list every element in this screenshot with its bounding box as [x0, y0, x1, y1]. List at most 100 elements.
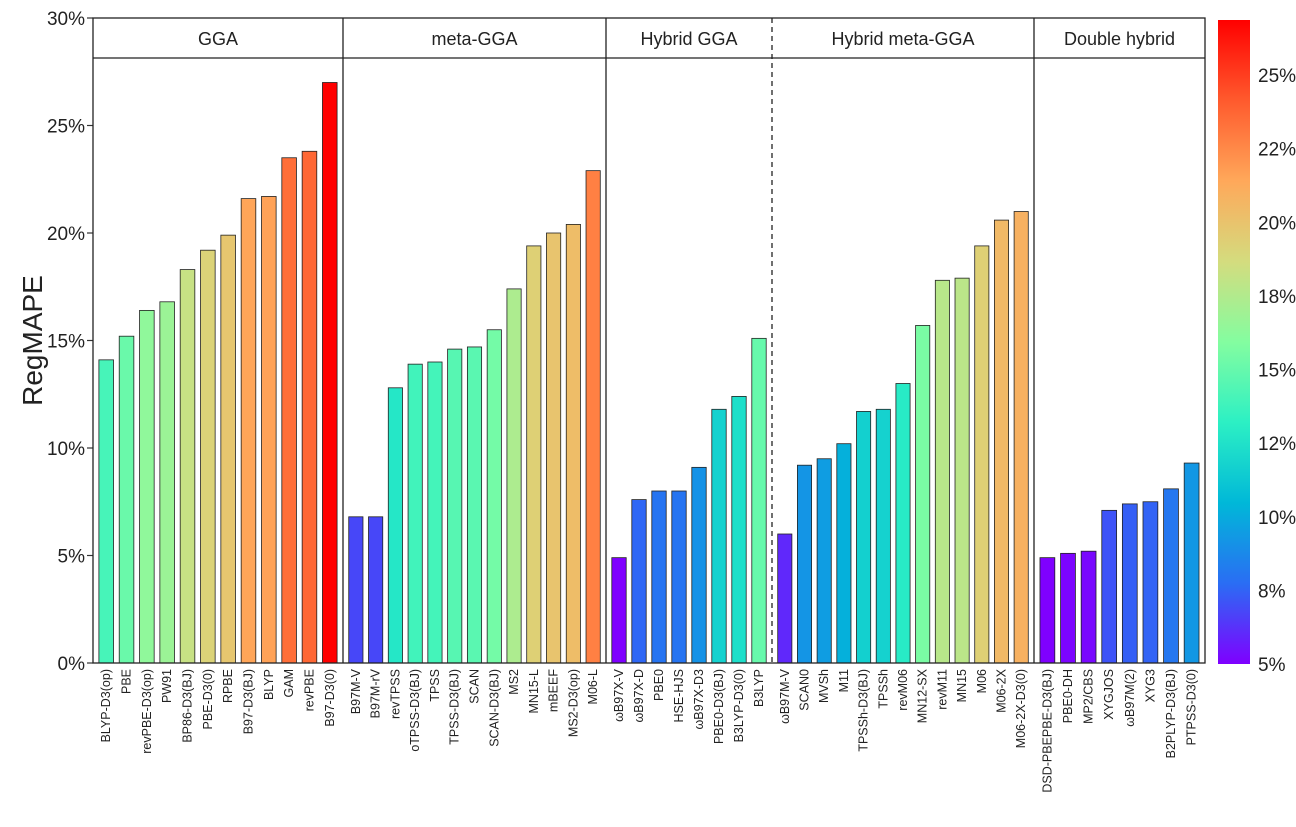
bar-gam: [281, 157, 297, 664]
panel-title-hybrid-gga: Hybrid GGA: [640, 29, 737, 49]
colorbar: [1218, 20, 1250, 664]
x-category-label: M06-2X-D3(0): [1014, 669, 1028, 748]
x-category-label: SCAN0: [798, 669, 812, 711]
bar-mvsh: [816, 458, 832, 664]
bar-m06-l: [585, 170, 601, 664]
bar-b3lyp: [751, 337, 767, 664]
x-category-label: MP2/CBS: [1082, 669, 1096, 724]
x-category-label: M11: [837, 669, 851, 692]
bar-tpssh-d3-bj: [856, 411, 872, 664]
x-category-label: DSD-PBEPBE-D3(BJ): [1040, 669, 1054, 793]
bar-tpss-d3-bj: [447, 348, 463, 664]
x-category-label: PTPSS-D3(0): [1185, 669, 1199, 745]
y-tick-label: 10%: [47, 439, 85, 460]
panel-title-meta-gga: meta-GGA: [431, 29, 517, 49]
bar-pbe0-dh: [1060, 552, 1076, 664]
bar-b97m-v: [777, 533, 793, 664]
x-category-label: PBE0-D3(BJ): [712, 669, 726, 744]
x-category-label: RPBE: [221, 669, 235, 703]
x-category-label: B97-D3(0): [323, 669, 337, 727]
colorbar-tick-label: 25%: [1258, 66, 1296, 87]
x-category-label: ωB97X-D: [632, 669, 646, 723]
y-tick-label: 30%: [47, 9, 85, 30]
x-category-label: B2PLYP-D3(BJ): [1164, 669, 1178, 758]
bar-mn15-l: [526, 245, 542, 664]
x-category-label: oTPSS-D3(BJ): [408, 669, 422, 752]
bar-scan0: [797, 464, 812, 664]
x-category-label: mBEEF: [547, 669, 561, 712]
colorbar-tick-label: 12%: [1258, 434, 1296, 455]
x-category-label: B97M-V: [349, 668, 363, 714]
bar-tpss: [427, 361, 443, 664]
bar-ms2-d3-op: [565, 223, 581, 664]
bar-m06: [974, 245, 990, 664]
bar-b97-d3-0: [322, 82, 338, 664]
bar-tpssh: [875, 408, 891, 664]
panel-title-gga: GGA: [198, 29, 238, 49]
x-category-label: ωB97X-D3: [692, 669, 706, 730]
y-tick-label: 25%: [47, 117, 85, 138]
x-category-label: ωB97M-V: [778, 668, 792, 724]
bar-pbe: [118, 335, 135, 664]
bar-scan: [466, 346, 483, 664]
bar-pw91: [159, 301, 175, 664]
x-category-label: revM06: [896, 669, 910, 711]
x-category-label: HSE-HJS: [672, 669, 686, 722]
x-category-label: MS2: [507, 669, 521, 695]
x-category-label: MN15-L: [527, 669, 541, 714]
bar-b97x-d3: [691, 466, 707, 664]
x-category-label: ωB97M(2): [1123, 669, 1137, 727]
bar-scan-d3-bj: [486, 329, 502, 664]
bar-mn12-sx: [915, 325, 931, 664]
bar-b97-d3-bj: [240, 198, 257, 664]
x-category-label: PW91: [160, 669, 174, 703]
bar-xyg3: [1142, 501, 1159, 664]
x-category-label: TPSS: [428, 669, 442, 702]
y-tick-label: 5%: [58, 547, 86, 568]
colorbar-tick-label: 22%: [1258, 140, 1296, 161]
bar-pbe0-d3-bj: [711, 408, 727, 664]
bar-bp86-d3-bj: [179, 269, 196, 664]
bar-revm06: [895, 383, 911, 664]
x-category-label: TPSSh: [876, 669, 890, 709]
x-category-label: BLYP-D3(op): [99, 669, 113, 742]
bar-rpbe: [220, 234, 236, 664]
x-category-label: ωB97X-V: [612, 668, 626, 722]
x-category-label: TPSS-D3(BJ): [448, 669, 462, 745]
bar-b97m-v: [348, 516, 364, 664]
x-category-label: MN15: [955, 669, 969, 702]
panel-title-double-hybrid: Double hybrid: [1064, 29, 1175, 49]
bar-revpbe-d3-op: [139, 309, 155, 664]
bar-dsd-pbepbe-d3-bj: [1039, 557, 1056, 664]
bar-hse-hjs: [671, 490, 687, 664]
x-category-label: B97-D3(BJ): [241, 669, 255, 734]
bar-b97m-rv: [368, 516, 384, 664]
bar-b3lyp-d3-0: [731, 395, 747, 664]
colorbar-tick-label: 10%: [1258, 508, 1296, 529]
x-category-label: PBE: [120, 669, 134, 694]
x-category-label: PBE-D3(0): [201, 669, 215, 729]
x-category-label: XYG3: [1143, 669, 1157, 702]
colorbar-tick-label: 8%: [1258, 581, 1286, 602]
plot-frame: [92, 17, 1206, 664]
x-category-label: B3LYP-D3(0): [732, 669, 746, 742]
bar-pbe-d3-0: [200, 249, 216, 664]
x-category-label: revPBE-D3(op): [140, 669, 154, 754]
bar-m06-2x-d3-0: [1013, 211, 1029, 664]
y-axis-title: RegMAPE: [17, 275, 48, 406]
bar-m11: [836, 443, 852, 664]
x-category-label: MVSh: [817, 669, 831, 703]
bar-blyp: [261, 196, 277, 664]
x-category-label: PBE0: [652, 669, 666, 701]
x-category-label: MS2-D3(op): [566, 669, 580, 737]
bar-blyp-d3-op: [98, 359, 114, 664]
x-category-label: M06: [975, 669, 989, 693]
bar-revm11: [934, 279, 950, 664]
x-category-label: B97M-rV: [369, 668, 383, 718]
y-tick-label: 15%: [47, 332, 85, 353]
bar-b97x-d: [631, 499, 647, 664]
y-tick-label: 0%: [58, 654, 86, 675]
bar-b97m-2: [1121, 503, 1138, 664]
